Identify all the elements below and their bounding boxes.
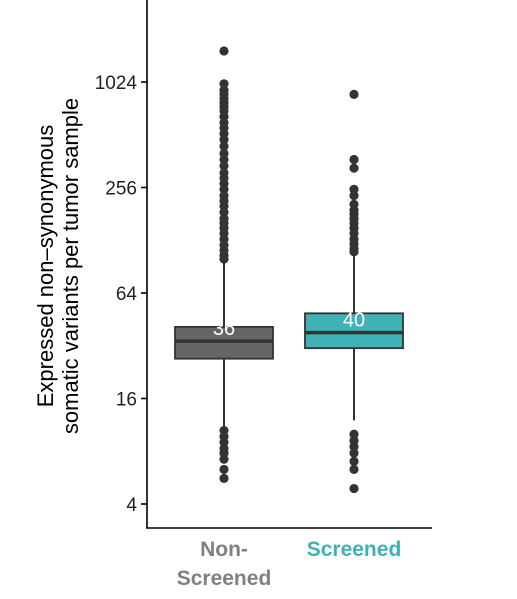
outlier-point-1-22 (349, 483, 359, 494)
x-axis-tick-labels: Non- Screened Screened (177, 538, 402, 590)
outlier-point-1-15 (349, 247, 359, 257)
outlier-point-1-1 (349, 154, 359, 165)
y-tick-label-4: 1024 (95, 73, 138, 94)
outlier-point-0-41 (219, 473, 229, 483)
outlier-point-0-0 (219, 46, 229, 56)
outlier-point-0-12 (219, 135, 229, 145)
outlier-point-1-16 (349, 429, 359, 439)
box-group-0: 36 (174, 46, 274, 483)
outlier-point-0-39 (219, 454, 229, 464)
median-label-1: 40 (343, 310, 365, 332)
outlier-point-0-16 (219, 161, 229, 171)
y-axis-label-line-1: Expressed non–synonymous (33, 125, 58, 408)
boxes: 36 40 (174, 46, 404, 494)
y-ticks: 4 16 64 256 1024 (95, 73, 147, 516)
outlier-point-1-2 (349, 163, 359, 173)
outlier-point-0-40 (219, 464, 229, 475)
outlier-point-0-33 (219, 254, 229, 264)
y-tick-label-3: 256 (105, 179, 137, 200)
outlier-point-0-20 (219, 184, 229, 194)
box-1 (304, 312, 404, 350)
y-axis-label-line-2: somatic variants per tumor sample (58, 98, 83, 434)
outlier-point-0-24 (219, 207, 229, 217)
y-tick-label-1: 16 (116, 390, 137, 411)
outlier-point-1-19 (349, 448, 359, 458)
outlier-point-0-13 (219, 141, 229, 151)
outlier-point-1-18 (349, 442, 359, 452)
outlier-point-1-3 (349, 184, 359, 194)
outlier-point-0-1 (219, 79, 229, 89)
outlier-point-1-21 (349, 464, 359, 475)
outlier-point-1-0 (349, 89, 359, 100)
outlier-point-0-15 (219, 154, 229, 165)
y-tick-label-2: 64 (116, 284, 138, 305)
median-label-0: 36 (213, 318, 235, 340)
box-group-1: 40 (304, 89, 404, 494)
y-tick-label-0: 4 (126, 495, 137, 516)
outlier-point-1-4 (349, 191, 359, 201)
x-tick-label-1-0: Screened (307, 538, 402, 561)
outlier-point-1-20 (349, 456, 359, 467)
x-tick-label-0-0: Non- (200, 538, 248, 561)
y-axis-label: Expressed non–synonymous somatic variant… (33, 98, 83, 434)
x-tick-label-0-1: Screened (177, 567, 272, 590)
